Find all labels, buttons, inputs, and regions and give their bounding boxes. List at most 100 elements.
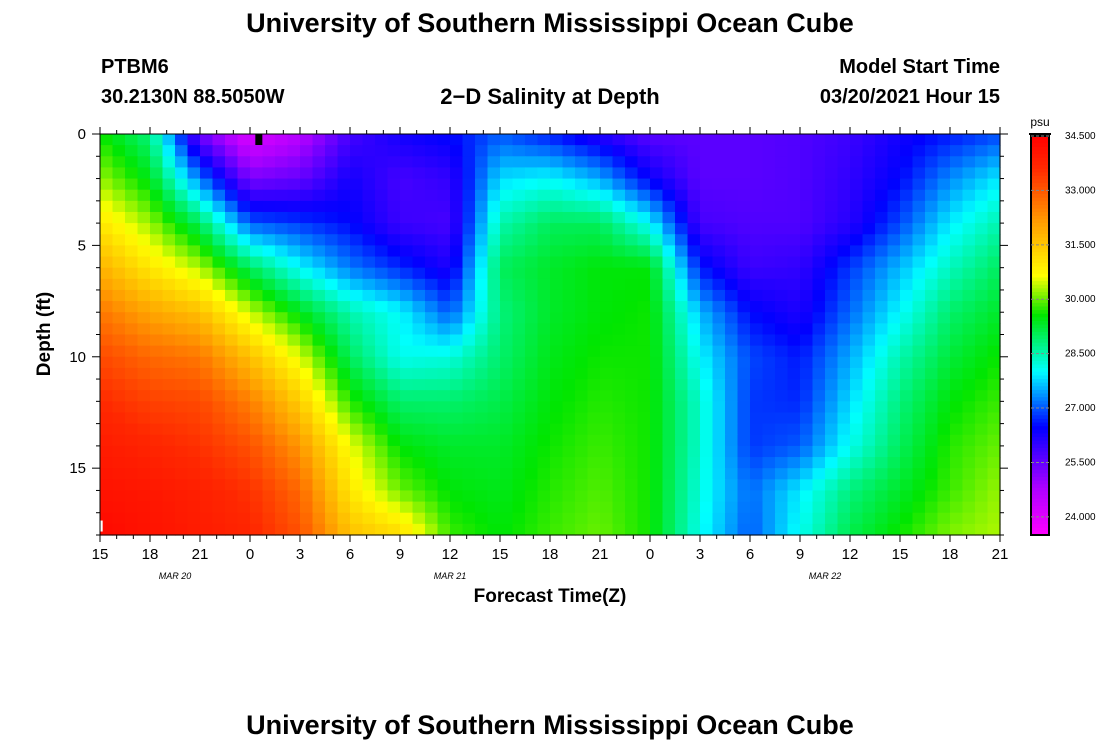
heatmap-cell — [975, 334, 989, 347]
heatmap-cell — [450, 379, 464, 391]
heatmap-cell — [937, 412, 951, 425]
heatmap-cell — [625, 200, 639, 213]
heatmap-cell — [800, 211, 814, 224]
heatmap-cell — [675, 501, 689, 514]
heatmap-cell — [450, 178, 464, 191]
heatmap-cell — [750, 367, 764, 380]
heatmap-cell — [450, 301, 464, 313]
heatmap-cell — [387, 278, 401, 291]
heatmap-cell — [912, 423, 926, 436]
heatmap-cell — [950, 167, 964, 180]
heatmap-cell — [287, 401, 301, 414]
x-tick-label: 3 — [296, 546, 304, 563]
heatmap-cell — [412, 445, 426, 458]
heatmap-cell — [350, 256, 364, 269]
heatmap-cell — [825, 479, 839, 492]
heatmap-cell — [225, 401, 239, 414]
heatmap-cell — [537, 323, 551, 336]
heatmap-cell — [850, 200, 864, 213]
heatmap-cell — [662, 267, 676, 280]
heatmap-cell — [412, 234, 426, 246]
heatmap-cell — [875, 145, 889, 157]
heatmap-cell — [250, 423, 264, 436]
heatmap-cell — [937, 223, 951, 235]
heatmap-cell — [137, 434, 151, 447]
heatmap-cell — [787, 490, 801, 503]
heatmap-cell — [775, 178, 789, 191]
heatmap-cell — [125, 167, 139, 180]
heatmap-cell — [962, 490, 976, 503]
heatmap-cell — [300, 523, 314, 536]
heatmap-cell — [912, 468, 926, 480]
heatmap-cell — [500, 401, 514, 414]
heatmap-cell — [700, 501, 714, 514]
heatmap-cell — [487, 211, 501, 224]
heatmap-cell — [312, 468, 326, 480]
heatmap-cell — [625, 412, 639, 425]
heatmap-cell — [362, 211, 376, 224]
heatmap-cell — [800, 256, 814, 269]
heatmap-cell — [237, 289, 251, 302]
heatmap-cell — [650, 267, 664, 280]
heatmap-cell — [512, 479, 526, 492]
heatmap-cell — [737, 356, 751, 369]
heatmap-cell — [137, 445, 151, 458]
heatmap-cell — [637, 523, 651, 536]
heatmap-cell — [800, 278, 814, 291]
heatmap-cell — [987, 423, 1001, 436]
heatmap-cell — [212, 323, 226, 336]
heatmap-cell — [250, 245, 264, 258]
heatmap-cell — [500, 434, 514, 447]
heatmap-cell — [200, 156, 214, 169]
heatmap-cell — [637, 278, 651, 291]
heatmap-cell — [775, 501, 789, 514]
heatmap-cell — [975, 390, 989, 402]
heatmap-cell — [725, 278, 739, 291]
heatmap-cell — [337, 289, 351, 302]
heatmap-cell — [100, 356, 114, 369]
model-start-label: Model Start Time — [839, 56, 1000, 78]
heatmap-cell — [525, 401, 539, 414]
heatmap-cell — [175, 434, 189, 447]
heatmap-cell — [375, 200, 389, 213]
heatmap-cell — [150, 312, 164, 324]
heatmap-cell — [862, 289, 876, 302]
heatmap-cell — [275, 490, 289, 503]
heatmap-cell — [725, 211, 739, 224]
heatmap-cell — [850, 490, 864, 503]
heatmap-cell — [937, 356, 951, 369]
heatmap-cell — [700, 301, 714, 313]
heatmap-cell — [687, 145, 701, 157]
heatmap-cell — [312, 523, 326, 536]
heatmap-cell — [425, 512, 439, 525]
colorbar-segment — [1031, 516, 1049, 522]
heatmap-cell — [225, 367, 239, 380]
heatmap-cell — [600, 301, 614, 313]
heatmap-cell — [937, 523, 951, 536]
heatmap-cell — [862, 390, 876, 402]
heatmap-cell — [750, 412, 764, 425]
heatmap-cell — [575, 189, 589, 202]
heatmap-cell — [425, 457, 439, 469]
heatmap-cell — [637, 267, 651, 280]
heatmap-cell — [487, 312, 501, 324]
heatmap-cell — [887, 479, 901, 492]
heatmap-cell — [400, 312, 414, 324]
heatmap-cell — [412, 379, 426, 391]
heatmap-cell — [850, 423, 864, 436]
heatmap-cell — [500, 245, 514, 258]
heatmap-cell — [512, 211, 526, 224]
heatmap-cell — [337, 156, 351, 169]
heatmap-cell — [687, 390, 701, 402]
heatmap-cell — [887, 445, 901, 458]
heatmap-cell — [850, 367, 864, 380]
heatmap-cell — [925, 345, 939, 358]
heatmap-cell — [250, 479, 264, 492]
x-tick-label: 18 — [942, 546, 959, 563]
heatmap-cell — [650, 523, 664, 536]
heatmap-cell — [987, 468, 1001, 480]
heatmap-cell — [650, 323, 664, 336]
heatmap-cell — [862, 278, 876, 291]
heatmap-cell — [800, 323, 814, 336]
colorbar-segment — [1031, 487, 1049, 493]
